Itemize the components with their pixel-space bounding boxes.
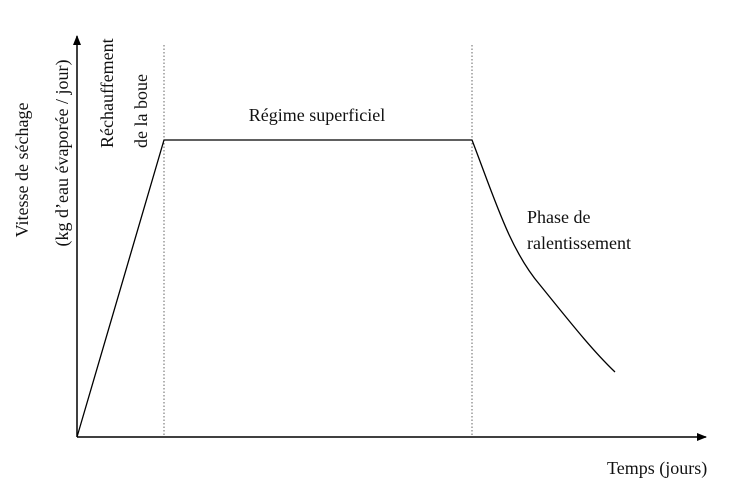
phase-label: Réchauffement: [97, 38, 117, 148]
phase-label: de la boue: [131, 74, 151, 148]
y-axis-label: Vitesse de séchage: [12, 103, 32, 238]
drying-curve: [76, 139, 616, 438]
x-axis-label: Temps (jours): [607, 458, 707, 479]
y-axis-label: (kg d’eau évaporée / jour): [52, 60, 73, 247]
phase-label: ralentissement: [527, 233, 631, 253]
phase-label: Phase de: [527, 207, 590, 227]
phase-label: Régime superficiel: [249, 105, 385, 125]
